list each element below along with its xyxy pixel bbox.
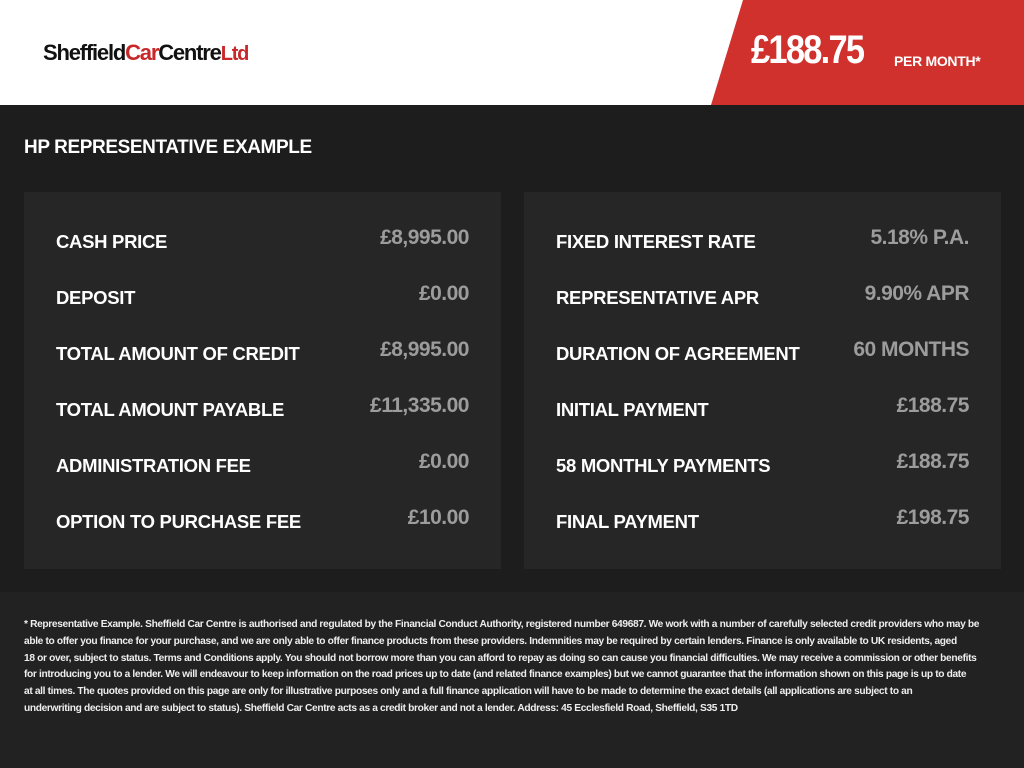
disclaimer-line: * Representative Example. Sheffield Car … xyxy=(24,619,980,630)
logo-text: Sheffield xyxy=(43,40,126,65)
finance-value: 60 MONTHS xyxy=(853,338,969,361)
monthly-price-banner: £188.75 PER MONTH* xyxy=(711,0,1024,105)
finance-row: 58 MONTHLY PAYMENTS £188.75 xyxy=(556,440,970,496)
finance-value: £0.00 xyxy=(418,282,470,305)
finance-panel-right: FIXED INTEREST RATE 5.18% P.A. REPRESENTAT… xyxy=(524,192,1001,569)
finance-label: DURATION OF AGREEMENT xyxy=(556,343,800,364)
finance-label: ADMINISTRATION FEE xyxy=(56,455,251,476)
header: SheffieldCarCentreLtd £188.75 PER MONTH* xyxy=(0,0,1024,105)
finance-row: DURATION OF AGREEMENT 60 MONTHS xyxy=(556,328,969,384)
logo-text: Centre xyxy=(158,40,222,65)
finance-label: FINAL PAYMENT xyxy=(556,511,699,532)
finance-row: DEPOSIT £0.00 xyxy=(56,272,470,328)
disclaimer-line: at all times. The quotes provided on thi… xyxy=(24,686,913,698)
finance-label: OPTION TO PURCHASE FEE xyxy=(56,511,301,532)
per-month-label: PER MONTH* xyxy=(894,53,981,69)
finance-label: CASH PRICE xyxy=(56,231,168,252)
finance-value: 9.90% APR xyxy=(864,282,970,305)
disclaimer-line: for introducing you to a lender. We will… xyxy=(24,669,967,681)
finance-row: OPTION TO PURCHASE FEE £10.00 xyxy=(56,496,470,552)
disclaimer-line: 18 or over, subject to status. Terms and… xyxy=(24,652,977,664)
finance-label: TOTAL AMOUNT OF CREDIT xyxy=(56,343,300,364)
finance-row: TOTAL AMOUNT PAYABLE £11,335.00 xyxy=(56,384,469,440)
finance-label: FIXED INTEREST RATE xyxy=(556,231,756,252)
finance-row: TOTAL AMOUNT OF CREDIT £8,995.00 xyxy=(56,328,469,384)
finance-value: £8,995.00 xyxy=(380,226,469,249)
finance-row: INITIAL PAYMENT £188.75 xyxy=(556,384,970,440)
finance-value: 5.18% P.A. xyxy=(870,226,969,249)
finance-value: £0.00 xyxy=(418,450,470,473)
finance-label: TOTAL AMOUNT PAYABLE xyxy=(56,399,285,420)
finance-value: £11,335.00 xyxy=(370,394,469,417)
monthly-price: £188.75 xyxy=(751,28,865,72)
finance-row: ADMINISTRATION FEE £0.00 xyxy=(56,440,470,496)
disclaimer: * Representative Example. Sheffield Car … xyxy=(24,617,979,718)
finance-row: FINAL PAYMENT £198.75 xyxy=(556,496,970,552)
logo[interactable]: SheffieldCarCentreLtd xyxy=(43,40,250,66)
logo-text: Ltd xyxy=(220,43,250,65)
finance-row: FIXED INTEREST RATE 5.18% P.A. xyxy=(556,216,969,272)
finance-value: £188.75 xyxy=(896,394,970,417)
disclaimer-line: underwriting decision and are subject to… xyxy=(24,702,738,714)
finance-value: £8,995.00 xyxy=(380,338,469,361)
finance-value: £198.75 xyxy=(896,506,970,529)
finance-panel-left: CASH PRICE £8,995.00 DEPOSIT £0.00 TOTAL AMO… xyxy=(24,192,501,569)
finance-row: CASH PRICE £8,995.00 xyxy=(56,216,469,272)
disclaimer-line: able to offer you finance for your purch… xyxy=(24,635,957,647)
finance-label: REPRESENTATIVE APR xyxy=(556,287,759,308)
finance-value: £10.00 xyxy=(407,506,470,529)
section-title: HP REPRESENTATIVE EXAMPLE xyxy=(24,137,312,158)
finance-label: INITIAL PAYMENT xyxy=(556,399,709,420)
logo-text: Car xyxy=(125,40,159,65)
finance-row: REPRESENTATIVE APR 9.90% APR xyxy=(556,272,970,328)
finance-label: DEPOSIT xyxy=(56,287,136,308)
footer: * Representative Example. Sheffield Car … xyxy=(0,592,1024,768)
finance-label: 58 MONTHLY PAYMENTS xyxy=(556,455,771,476)
finance-value: £188.75 xyxy=(896,450,970,473)
